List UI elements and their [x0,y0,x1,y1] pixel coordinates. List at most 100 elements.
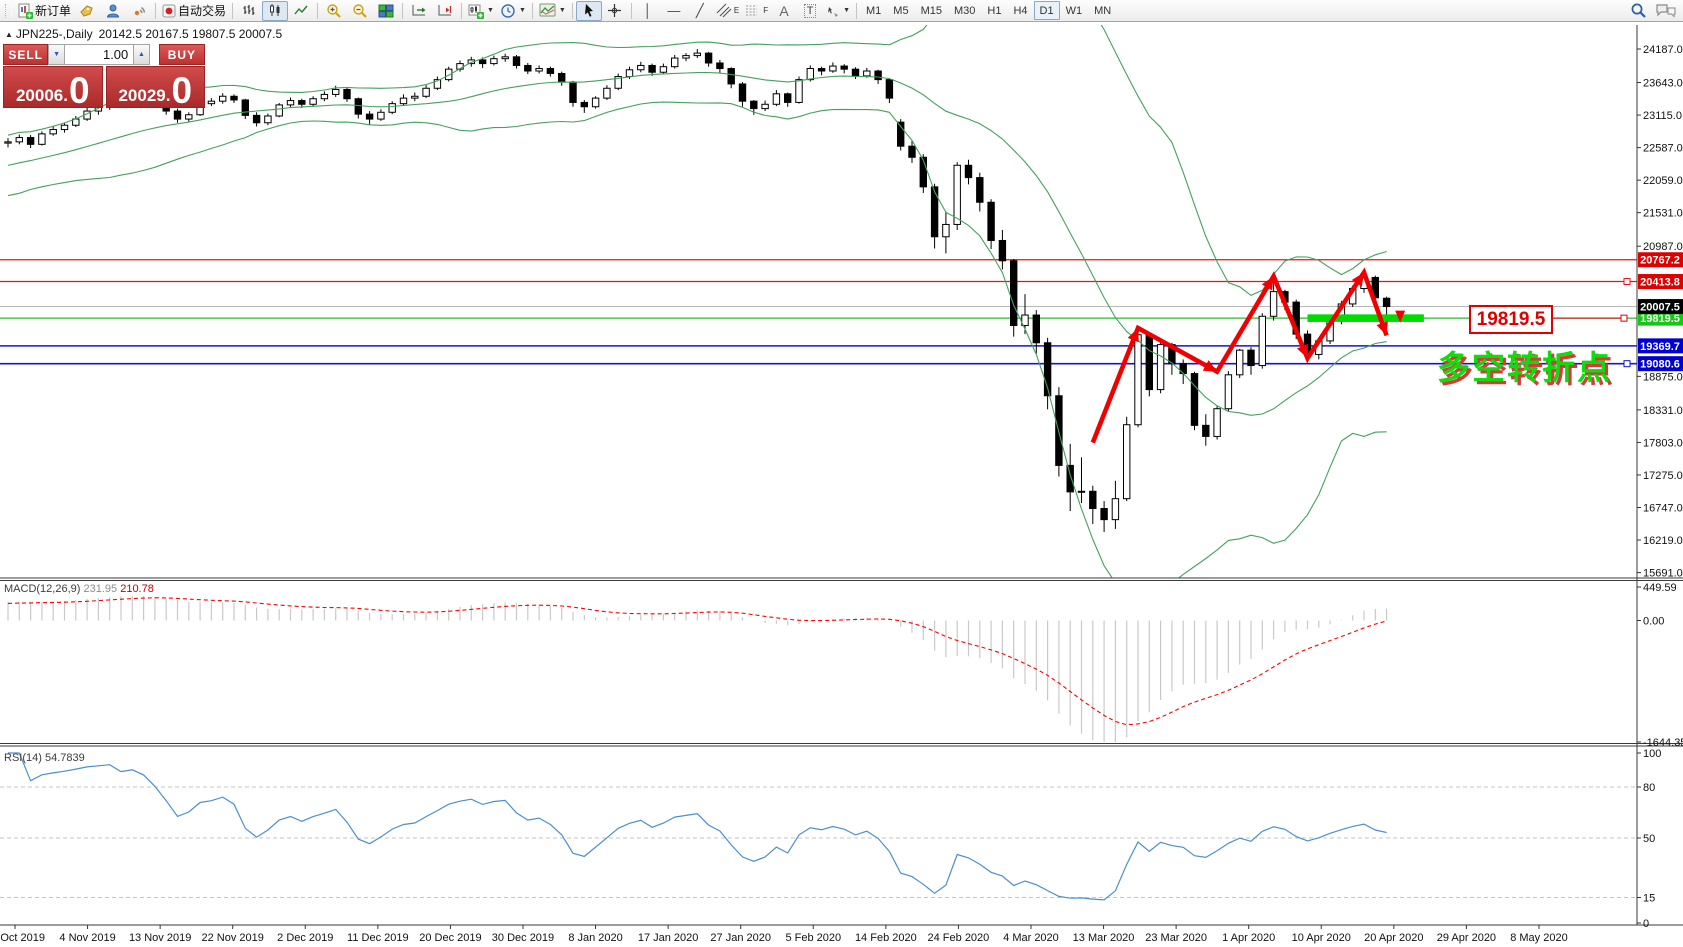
date-axis[interactable]: 25 Oct 2019 4 Nov 2019 13 Nov 2019 22 Nov 2… [0,925,1568,944]
svg-text:20767.2: 20767.2 [1640,255,1680,267]
signals-button[interactable] [126,1,152,21]
buy-price[interactable]: 20029. 0 [105,66,205,109]
timeframe-H1[interactable]: H1 [987,4,1002,17]
price-callout-label[interactable]: 19819.5 [1469,305,1553,334]
volume-input[interactable]: 1.00 [64,44,134,65]
fibonacci-icon [746,5,758,16]
timeframe-H4[interactable]: H4 [1013,4,1028,17]
toolbar-separator [155,2,157,19]
zoom-in-button[interactable] [321,1,347,21]
svg-text:23 Mar 2020: 23 Mar 2020 [1145,932,1207,944]
svg-text:15691.0: 15691.0 [1643,568,1683,580]
periods-button[interactable]: ▼ [497,1,529,21]
green-bar-annotation[interactable] [1307,314,1424,322]
one-click-trade-panel: SELL ▼ 1.00 ▲ BUY 20006. 0 20029. 0 [3,44,205,109]
rsi-value: 54.7839 [44,752,85,764]
cursor-icon [584,4,593,17]
vertical-line-icon: │ [643,3,652,18]
svg-text:8 May 2020: 8 May 2020 [1510,932,1567,944]
toolbar-right [1630,2,1677,19]
horizontal-line-icon: — [667,3,681,18]
svg-text:23643.0: 23643.0 [1643,78,1683,90]
market-button[interactable] [74,1,100,21]
buy-button[interactable]: BUY [158,44,205,65]
trendline-icon: ╱ [695,3,704,18]
zoom-out-button[interactable] [347,1,373,21]
search-icon[interactable] [1630,2,1647,19]
svg-text:16219.0: 16219.0 [1643,535,1683,547]
rsi-indicator-label: RSI(14) 54.7839 [4,752,85,764]
svg-text:80: 80 [1643,782,1655,794]
ohlc-values: 20142.5 20167.5 19807.5 20007.5 [98,27,283,41]
timeframe-M5[interactable]: M5 [893,4,909,17]
new-order-button[interactable]: 新订单 [14,1,74,21]
zoom-in-icon [327,3,341,18]
turning-point-note[interactable]: 多空转折点 [1437,349,1612,386]
label-tool-button[interactable]: T [797,1,823,21]
svg-text:25 Oct 2019: 25 Oct 2019 [0,932,45,944]
chart-shift-button[interactable] [432,1,458,21]
community-button[interactable] [100,1,126,21]
new-chart-icon [468,4,485,19]
label-tool-icon: T [803,3,817,18]
symbol-period-label: JPN225-,Daily [15,27,93,41]
bar-chart-button[interactable] [236,1,262,21]
volume-up-button[interactable]: ▲ [133,44,150,65]
svg-text:14 Feb 2020: 14 Feb 2020 [855,932,917,944]
signals-icon [134,6,146,15]
fibonacci-tool-button[interactable]: F [742,1,771,21]
macd-signal-value: 210.78 [120,583,154,595]
sell-button[interactable]: SELL [3,44,49,65]
autotrading-button[interactable]: 自动交易 [159,1,229,21]
svg-text:19080.6: 19080.6 [1640,359,1680,371]
toolbar-separator [317,2,319,19]
crosshair-tool-button[interactable] [602,1,628,21]
svg-text:449.59: 449.59 [1643,582,1677,594]
timeframe-M1[interactable]: M1 [866,4,882,17]
timeframe-D1[interactable]: D1 [1033,1,1060,20]
price-axis[interactable]: 24187.0 23643.0 23115.0 22587.0 22059.0 21531… [1637,44,1683,580]
svg-text:17 Jan 2020: 17 Jan 2020 [638,932,699,944]
new-chart-button[interactable]: ▼ [465,1,497,21]
trendline-tool-button[interactable]: ╱ [687,1,713,21]
tile-windows-button[interactable] [373,1,399,21]
volume-down-button[interactable]: ▼ [48,44,65,65]
chat-icon[interactable] [1655,3,1677,19]
timeframe-M15[interactable]: M15 [920,4,942,17]
cursor-tool-button[interactable] [575,0,602,21]
svg-text:0: 0 [1643,918,1649,930]
hline-tool-button[interactable]: — [661,1,687,21]
vline-tool-button[interactable]: │ [635,1,661,21]
timeframe-M30[interactable]: M30 [953,4,976,17]
templates-button[interactable]: ▼ [536,1,569,21]
rsi-name: RSI(14) [4,752,42,764]
chevron-down-icon: ▼ [558,7,566,14]
chart-canvas[interactable]: 24187.0 23643.0 23115.0 22587.0 22059.0 21531… [0,22,1683,947]
timeframe-W1[interactable]: W1 [1065,4,1083,17]
sell-price[interactable]: 20006. 0 [3,66,103,109]
timeframe-group: M1 M5 M15 M30 H1 H4 D1 W1 MN [860,1,1117,20]
chevron-down-icon: ▼ [518,7,526,14]
market-icon [80,4,93,17]
line-chart-icon [293,5,308,15]
text-tool-button[interactable]: A [771,1,797,21]
line-chart-button[interactable] [288,1,314,21]
toolbar-grip [5,3,12,18]
candlestick-chart-button[interactable] [262,0,289,21]
channel-tool-button[interactable]: E [713,1,742,21]
channel-icon [716,3,732,18]
zigzag-annotation[interactable] [1090,267,1406,444]
collapse-arrow-icon[interactable]: ▲ [5,30,13,39]
arrows-tool-button[interactable]: ▼ [823,1,853,21]
svg-text:16747.0: 16747.0 [1643,502,1683,514]
fibonacci-tag: F [763,6,769,15]
svg-text:-1644.35: -1644.35 [1643,737,1683,749]
svg-text:18875.0: 18875.0 [1643,371,1683,383]
toolbar-separator [232,2,234,19]
svg-text:24 Feb 2020: 24 Feb 2020 [928,932,990,944]
svg-text:29 Apr 2020: 29 Apr 2020 [1437,932,1496,944]
svg-text:21531.0: 21531.0 [1643,208,1683,220]
timeframe-MN[interactable]: MN [1094,4,1112,17]
auto-scroll-button[interactable] [406,1,432,21]
